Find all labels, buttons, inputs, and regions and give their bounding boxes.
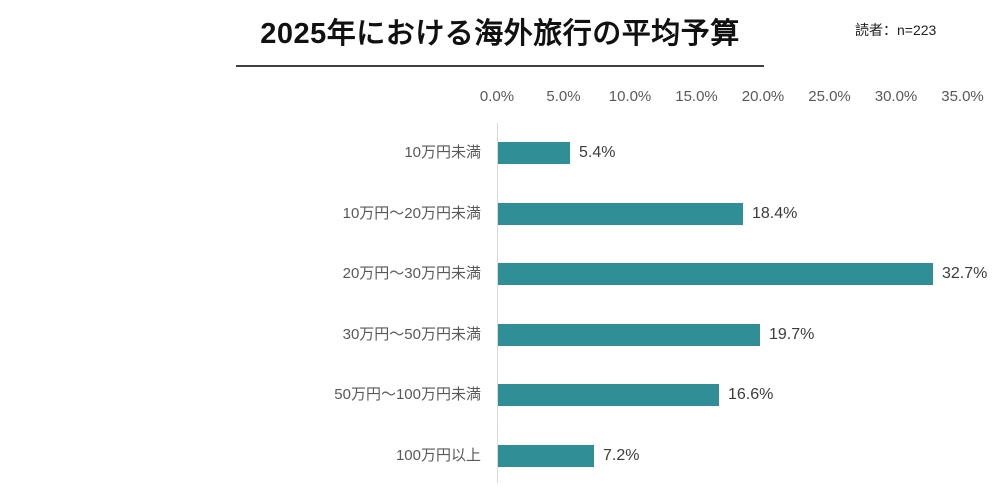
category-label: 100万円以上 — [395, 447, 481, 464]
x-tick-label: 30.0% — [874, 88, 918, 105]
x-tick-label: 25.0% — [808, 88, 851, 105]
value-label: 7.2% — [603, 447, 640, 464]
value-label: 18.4% — [752, 205, 798, 222]
x-tick-label: 10.0% — [608, 88, 652, 105]
category-label: 50万円～100万円未満 — [334, 386, 481, 403]
category-label: 10万円～20万円未満 — [342, 205, 481, 222]
bar — [498, 384, 719, 406]
x-tick-label: 5.0% — [546, 88, 581, 105]
bar — [498, 203, 743, 225]
x-tick-label: 15.0% — [675, 88, 718, 105]
chart-title: 2025年における海外旅行の平均予算 — [260, 18, 740, 50]
y-axis-line — [497, 123, 498, 483]
category-label: 20万円～30万円未満 — [342, 265, 481, 282]
category-label: 30万円～50万円未満 — [342, 326, 481, 343]
bar — [498, 324, 760, 346]
chart-title-block: 2025年における海外旅行の平均予算 — [236, 16, 764, 67]
value-label: 16.6% — [728, 386, 774, 403]
value-label: 19.7% — [769, 326, 815, 343]
category-label: 10万円未満 — [404, 144, 481, 161]
sample-size-note: 読者：n=223 — [855, 22, 937, 38]
bar — [498, 263, 933, 285]
value-label: 5.4% — [579, 144, 616, 161]
bar — [498, 142, 570, 164]
x-tick-label: 35.0% — [941, 88, 984, 105]
bar — [498, 445, 594, 467]
x-tick-label: 20.0% — [741, 88, 785, 105]
x-tick-label: 0.0% — [479, 88, 515, 105]
value-label: 32.7% — [942, 265, 988, 282]
